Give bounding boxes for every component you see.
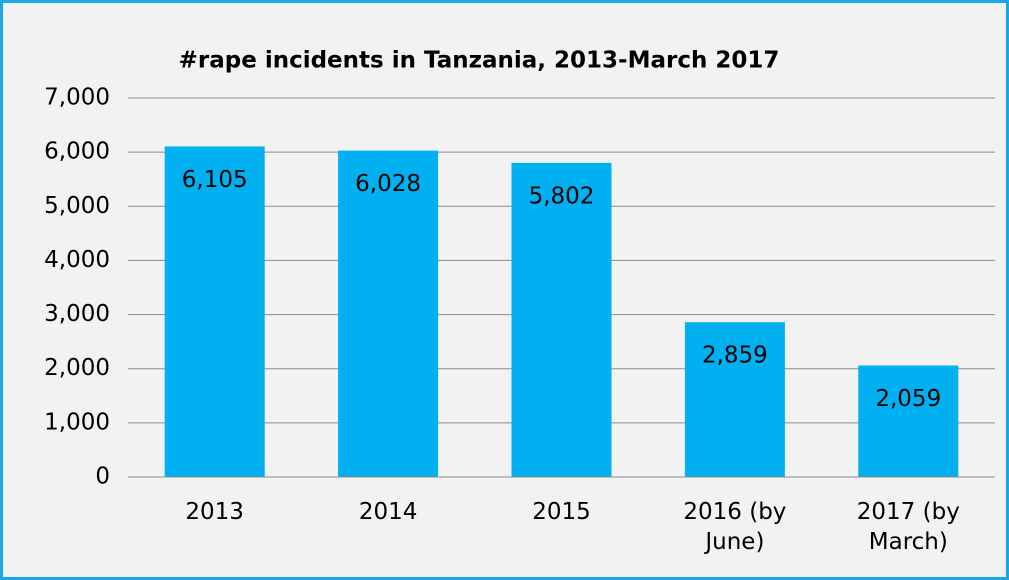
data-label: 6,028 (355, 171, 421, 197)
x-tick-label: 2015 (532, 499, 591, 525)
bar (164, 146, 265, 477)
x-tick-label: 2014 (358, 499, 418, 525)
y-tick-label: 6,000 (44, 139, 110, 165)
chart: #rape incidents in Tanzania, 2013-March … (44, 48, 995, 490)
x-tick-label: 2013 (185, 499, 244, 525)
y-tick-label: 0 (95, 464, 110, 490)
data-label: 2,859 (702, 343, 768, 369)
y-tick-label: 4,000 (44, 247, 110, 273)
data-label: 5,802 (529, 183, 595, 209)
chart-title: #rape incidents in Tanzania, 2013-March … (179, 48, 780, 74)
y-tick-label: 5,000 (44, 193, 110, 219)
y-tick-label: 2,000 (44, 355, 110, 381)
x-tick-label: 2017 (by March) (856, 499, 960, 555)
x-tick-label: 2016 (by June) (683, 499, 787, 555)
y-tick-label: 1,000 (44, 409, 110, 435)
data-label: 2,059 (875, 386, 941, 412)
y-tick-label: 3,000 (44, 301, 110, 327)
bar (858, 365, 959, 477)
y-tick-label: 7,000 (44, 85, 110, 111)
data-label: 6,105 (182, 167, 248, 193)
bar (511, 162, 612, 477)
bar (338, 150, 439, 477)
bar (684, 322, 785, 477)
